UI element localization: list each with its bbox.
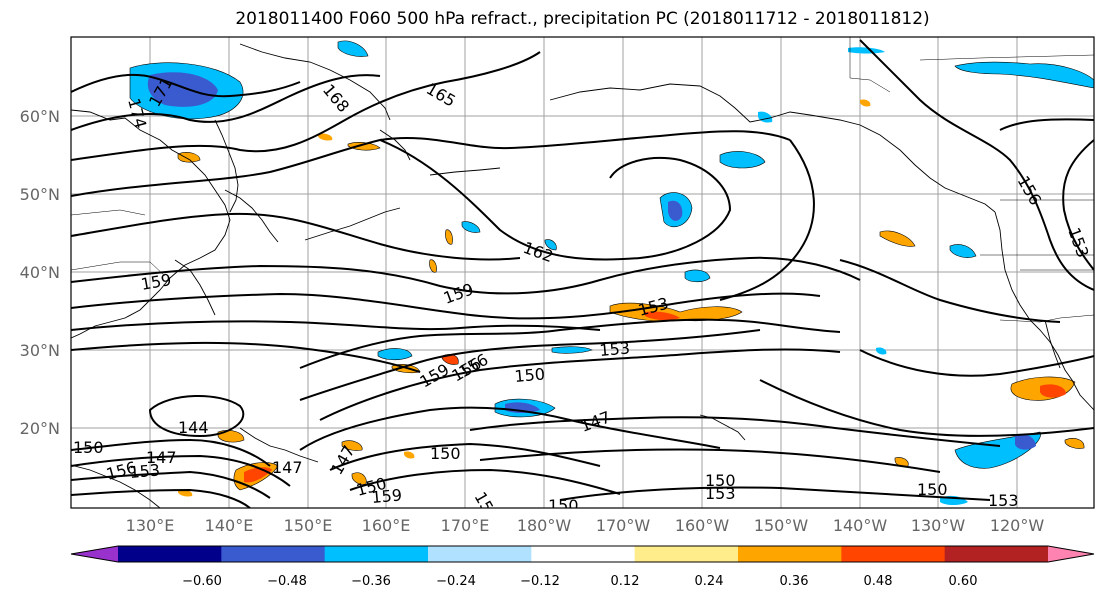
lon-label: 120°W	[990, 516, 1045, 535]
contour-label: 150	[705, 471, 736, 490]
lat-label: 30°N	[20, 341, 60, 360]
colorbar-segment	[738, 546, 842, 562]
colorbar-segment	[324, 546, 429, 562]
contour-label: 147	[146, 448, 177, 467]
colorbar-tick-label: 0.36	[780, 574, 809, 589]
lon-label: 140°W	[833, 516, 888, 535]
lon-label: 130°E	[126, 516, 175, 535]
colorbar-tick-label: 0.48	[864, 574, 893, 589]
colorbar-tick-label: 0.24	[695, 574, 724, 589]
colorbar-tick-label: −0.24	[436, 574, 476, 589]
lon-label: 140°E	[205, 516, 254, 535]
lon-label: 150°W	[754, 516, 809, 535]
lon-label: 180°W	[517, 516, 572, 535]
colorbar-extend-min	[71, 546, 118, 562]
contour-label: 150	[917, 480, 948, 499]
precip-positive	[177, 99, 1085, 497]
colorbar-tick-label: 0.60	[949, 574, 978, 589]
colorbar	[70, 545, 1095, 563]
colorbar-outline	[70, 545, 1095, 563]
contours	[71, 39, 1094, 508]
lon-label: 160°E	[362, 516, 411, 535]
lon-label: 150°E	[284, 516, 333, 535]
lon-label: 170°W	[596, 516, 651, 535]
lat-label: 20°N	[20, 419, 60, 438]
contour-label: 153	[705, 484, 736, 503]
lat-label: 60°N	[20, 107, 60, 126]
colorbar-tick-label: −0.36	[351, 574, 391, 589]
longitude-labels: 130°E 140°E 150°E 160°E 170°E 180°W 170°…	[126, 516, 1045, 535]
map-title: 2018011400 F060 500 hPa refract., precip…	[235, 9, 930, 29]
colorbar-segment	[118, 546, 222, 562]
contour-label: 153	[129, 460, 161, 482]
colorbar-tick-label: −0.12	[520, 574, 560, 589]
colorbar-segment	[944, 546, 1049, 562]
colorbar-tick-label: −0.48	[267, 574, 307, 589]
borders	[71, 37, 1094, 323]
map-border	[70, 36, 1095, 509]
lon-label: 130°W	[911, 516, 966, 535]
contour-label: 150	[430, 444, 461, 463]
colorbar-segment	[841, 546, 946, 562]
contour-label: 150	[514, 364, 546, 386]
colorbar-segment	[428, 546, 532, 562]
lon-label: 170°E	[441, 516, 490, 535]
contour-label: 150	[73, 438, 104, 457]
contour-label: 150	[548, 496, 579, 515]
colorbar-segment	[531, 546, 636, 562]
colorbar-extend-max	[1048, 546, 1094, 562]
contour-label: 159	[371, 485, 403, 507]
lon-label: 160°W	[675, 516, 730, 535]
colorbar-tick-label: 0.12	[611, 574, 640, 589]
contour-label: 153	[599, 338, 631, 360]
contour-label: 144	[178, 418, 209, 437]
lat-label: 40°N	[20, 263, 60, 282]
contour-label: 153	[988, 491, 1019, 510]
colorbar-ticks: −0.60 −0.48 −0.36 −0.24 −0.12 0.12 0.24 …	[182, 574, 977, 589]
contour-label: 147	[272, 458, 303, 477]
colorbar-segment	[221, 546, 326, 562]
lat-label: 50°N	[20, 185, 60, 204]
graticule	[71, 37, 1094, 508]
colorbar-segment	[634, 546, 739, 562]
latitude-labels: 60°N 50°N 40°N 30°N 20°N	[20, 107, 60, 438]
colorbar-tick-label: −0.60	[182, 574, 222, 589]
